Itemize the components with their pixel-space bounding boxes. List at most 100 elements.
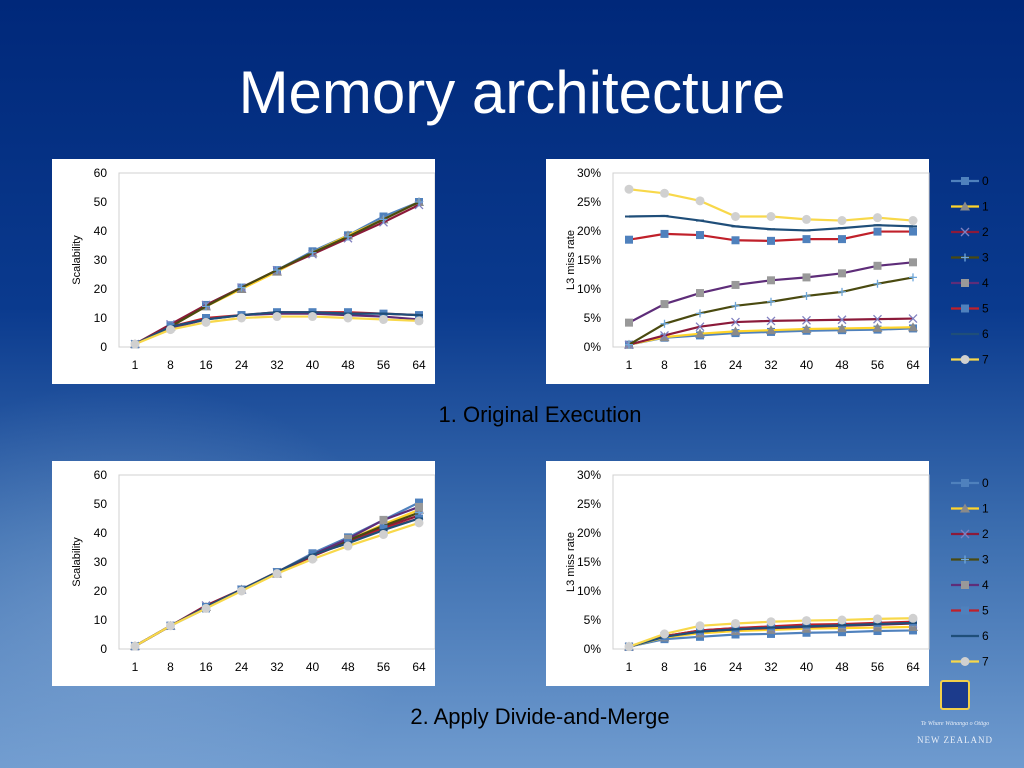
y-tick-label: 60 [94, 468, 108, 482]
data-point [625, 318, 633, 327]
x-tick-label: 16 [199, 358, 213, 372]
legend-item-3: 3 [951, 251, 989, 265]
data-point [731, 301, 740, 310]
plot-area [118, 474, 435, 650]
data-point [130, 339, 140, 349]
x-tick-label: 16 [693, 660, 707, 674]
x-tick-label: 8 [661, 660, 668, 674]
data-point [908, 613, 918, 623]
data-point [802, 616, 811, 626]
data-point [766, 617, 776, 627]
series-3 [625, 273, 917, 349]
legend-label: 1 [982, 502, 989, 516]
data-point [802, 273, 811, 282]
y-tick-label: 10% [577, 282, 601, 296]
data-point [308, 312, 317, 322]
x-tick-label: 8 [167, 358, 174, 372]
data-point [730, 326, 741, 336]
data-point [415, 498, 423, 507]
data-point [414, 518, 424, 528]
data-point [873, 227, 882, 236]
data-point [873, 279, 882, 288]
x-tick-label: 48 [835, 660, 849, 674]
data-point [909, 227, 917, 236]
data-point [272, 569, 282, 579]
legend-marker [960, 657, 970, 666]
data-point [695, 621, 705, 631]
legend-label: 6 [982, 327, 989, 341]
data-point [379, 314, 388, 324]
x-tick-label: 64 [906, 358, 920, 372]
y-tick-label: 50 [94, 497, 108, 511]
data-point [237, 283, 246, 292]
legend-marker [961, 555, 969, 564]
legend-item-1: 1 [951, 502, 989, 516]
logo-motto: Te Whare Wānanga o Otāgo [920, 721, 990, 727]
data-point [660, 330, 669, 340]
data-point [415, 198, 423, 206]
x-tick-label: 64 [412, 358, 426, 372]
data-point [802, 315, 811, 325]
legend-item-2: 2 [951, 527, 989, 541]
data-point [201, 603, 211, 613]
data-point [766, 316, 776, 326]
data-point [766, 325, 776, 335]
data-point [624, 642, 634, 652]
data-point [166, 621, 175, 631]
series-7 [130, 312, 424, 349]
legend-marker [961, 479, 969, 487]
y-tick-label: 60 [94, 166, 108, 180]
legend-item-5: 5 [951, 604, 989, 618]
y-tick-label: 0% [584, 340, 602, 354]
legend-label: 4 [982, 276, 989, 290]
data-point [909, 258, 917, 267]
x-tick-label: 32 [270, 358, 284, 372]
chart-panel-merged-miss-rate: 0% 5% 10% 15% 20% 25% 30% 1 8 16 24 32 40 48 56 64 L3 mi… [546, 461, 989, 686]
y-tick-label: 30 [94, 555, 108, 569]
legend-marker [961, 253, 969, 262]
x-tick-label: 48 [341, 358, 355, 372]
plot-area [612, 172, 930, 348]
data-point [379, 515, 388, 524]
series-line [134, 514, 420, 648]
x-tick-label: 1 [626, 358, 633, 372]
data-point [767, 276, 775, 285]
series-7 [624, 184, 918, 226]
x-tick-label: 32 [764, 358, 778, 372]
x-tick-label: 24 [235, 358, 249, 372]
data-point [379, 524, 388, 533]
x-tick-label: 48 [835, 358, 849, 372]
data-point [695, 322, 705, 332]
y-tick-label: 30% [577, 468, 601, 482]
data-point [838, 269, 846, 278]
data-point [695, 196, 705, 206]
x-tick-label: 56 [377, 660, 391, 674]
data-point [237, 313, 246, 323]
data-point [802, 214, 811, 224]
data-point [415, 502, 423, 511]
data-point [909, 273, 917, 282]
crest-icon [940, 680, 970, 710]
data-point [660, 629, 669, 639]
legend-marker [960, 503, 970, 513]
legend-marker [961, 177, 969, 185]
legend-label: 7 [982, 353, 989, 367]
x-tick-label: 1 [626, 660, 633, 674]
legend-marker [961, 606, 969, 615]
y-tick-label: 10% [577, 584, 601, 598]
chart-panel-original-scalability: 0 10 20 30 40 50 60 1 8 16 24 32 40 48 56 64 Scalability… [52, 159, 435, 384]
x-tick-label: 24 [729, 660, 743, 674]
y-axis-label: Scalability [71, 537, 83, 587]
data-point [660, 229, 669, 238]
y-tick-label: 15% [577, 253, 601, 267]
data-point [837, 216, 847, 226]
y-tick-label: 15% [577, 555, 601, 569]
legend-item-2: 2 [951, 225, 989, 239]
y-tick-label: 10 [94, 613, 108, 627]
data-point [802, 628, 811, 637]
legend-marker [960, 355, 970, 364]
y-tick-label: 40 [94, 526, 108, 540]
x-tick-label: 64 [412, 660, 426, 674]
